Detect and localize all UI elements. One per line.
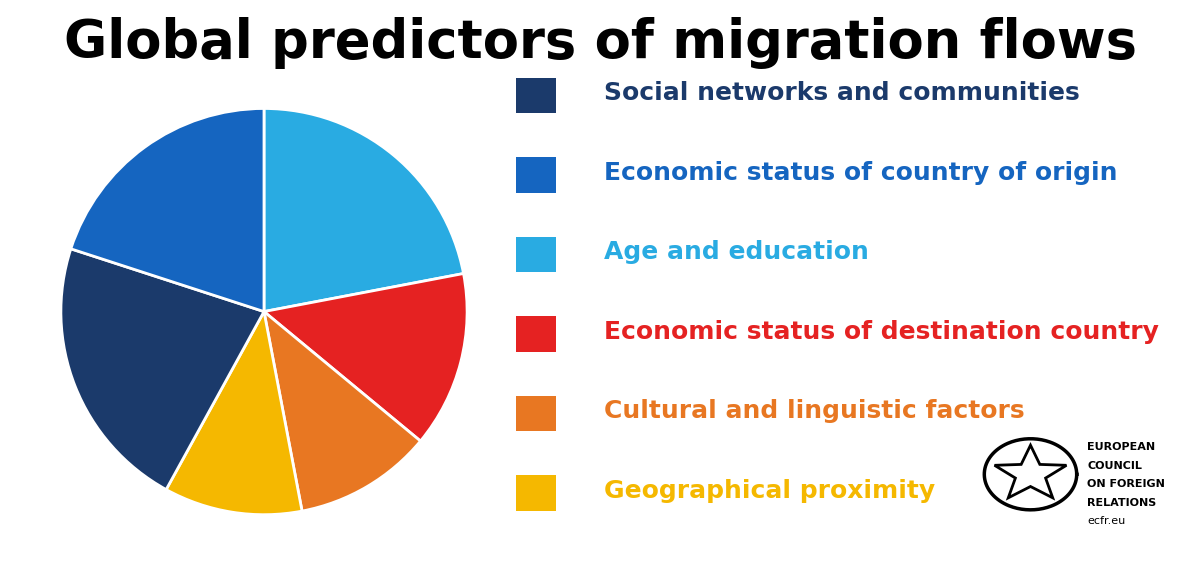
Text: Economic status of country of origin: Economic status of country of origin [604,160,1117,185]
Text: Social networks and communities: Social networks and communities [604,81,1080,105]
FancyBboxPatch shape [516,78,557,113]
FancyBboxPatch shape [516,396,557,431]
Text: ON FOREIGN: ON FOREIGN [1087,479,1165,489]
Text: Cultural and linguistic factors: Cultural and linguistic factors [604,399,1025,423]
Wedge shape [71,108,264,312]
Wedge shape [264,312,420,511]
Wedge shape [61,249,264,489]
FancyBboxPatch shape [516,475,557,511]
Text: Age and education: Age and education [604,240,869,264]
Wedge shape [264,108,463,312]
FancyBboxPatch shape [516,158,557,193]
Text: Economic status of destination country: Economic status of destination country [604,320,1159,344]
Text: COUNCIL: COUNCIL [1087,460,1142,471]
Text: Geographical proximity: Geographical proximity [604,479,935,503]
Text: EUROPEAN: EUROPEAN [1087,442,1156,452]
FancyBboxPatch shape [516,237,557,272]
Wedge shape [166,312,302,515]
Polygon shape [995,445,1067,498]
Text: Global predictors of migration flows: Global predictors of migration flows [64,17,1136,69]
Text: RELATIONS: RELATIONS [1087,498,1157,508]
FancyBboxPatch shape [516,316,557,352]
Text: ecfr.eu: ecfr.eu [1087,516,1126,526]
Wedge shape [264,273,467,441]
